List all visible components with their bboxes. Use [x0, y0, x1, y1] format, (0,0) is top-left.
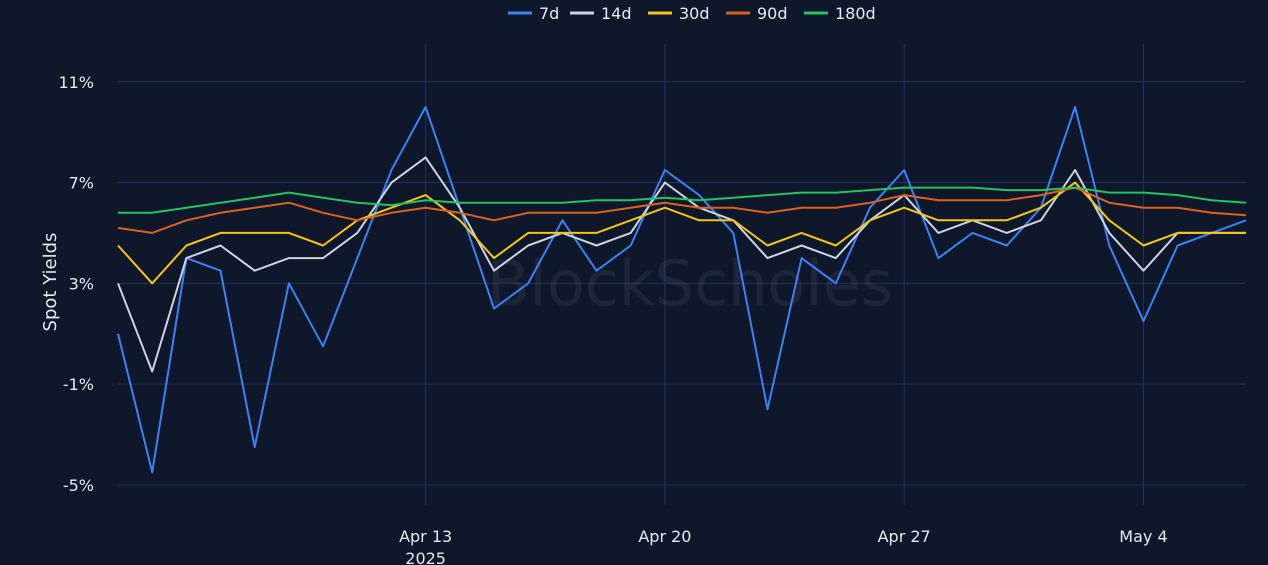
series-line-30d [117, 181, 1246, 285]
x-tick-label: May 4 [1119, 527, 1167, 546]
legend[interactable]: 7d 14d 30d 90d 180d [508, 4, 876, 23]
axis-layer: 11% 7% 3% -1% -5% Apr 13 2025 Apr 20 Apr 27 May 4 [58, 73, 1167, 565]
y-tick-label: 11% [58, 73, 94, 92]
y-tick-label: 3% [69, 274, 94, 293]
legend-item-180d[interactable]: 180d [804, 4, 876, 23]
x-tick-label: Apr 13 [399, 527, 452, 546]
legend-item-14d[interactable]: 14d [570, 4, 632, 23]
legend-label: 90d [757, 4, 788, 23]
legend-item-90d[interactable]: 90d [726, 4, 788, 23]
legend-label: 7d [539, 4, 559, 23]
x-tick-label: Apr 27 [878, 527, 931, 546]
y-tick-label: -1% [63, 375, 94, 394]
y-tick-label: 7% [69, 174, 94, 193]
series-line-7d [117, 106, 1247, 474]
y-tick-label: -5% [63, 476, 94, 495]
series-line-90d [117, 186, 1247, 234]
x-tick-sublabel: 2025 [405, 549, 446, 565]
series-line-180d [118, 186, 1247, 214]
watermark-text: BlockScholes [487, 247, 893, 320]
legend-label: 180d [835, 4, 876, 23]
legend-item-7d[interactable]: 7d [508, 4, 559, 23]
series-layer [117, 106, 1247, 474]
y-axis-title: Spot Yields [40, 233, 61, 332]
legend-label: 30d [679, 4, 710, 23]
x-tick-label: Apr 20 [638, 527, 691, 546]
legend-item-30d[interactable]: 30d [648, 4, 710, 23]
grid-layer [118, 44, 1246, 505]
legend-label: 14d [601, 4, 632, 23]
